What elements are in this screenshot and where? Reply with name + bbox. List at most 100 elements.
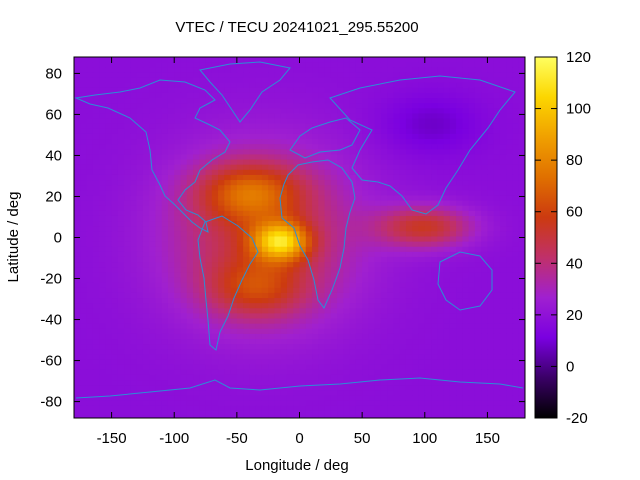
heatmap-cell [312,328,319,335]
heatmap-cell [74,303,81,309]
heatmap-cell [80,159,88,166]
heatmap-cell [405,226,413,232]
heatmap-cell [474,77,482,84]
heatmap-cell [305,308,313,314]
heatmap-cell [199,67,207,73]
heatmap-cell [512,128,520,135]
heatmap-cell [305,251,313,258]
heatmap-cell [305,215,313,222]
heatmap-cell [312,241,319,248]
heatmap-cell [443,292,451,299]
heatmap-cell [205,313,213,320]
heatmap-cell [274,180,282,186]
heatmap-cell [380,385,388,391]
heatmap-cell [86,149,94,156]
heatmap-cell [274,333,282,340]
heatmap-cell [174,154,182,161]
heatmap-cell [249,374,257,381]
heatmap-cell [412,113,420,120]
heatmap-cell [105,185,113,191]
heatmap-cell [274,92,282,99]
heatmap-cell [380,231,388,238]
heatmap-cell [399,287,407,294]
heatmap-cell [481,344,489,350]
heatmap-cell [474,92,482,99]
heatmap-cell [412,241,420,248]
heatmap-cell [180,390,188,397]
heatmap-cell [456,226,463,232]
heatmap-cell [218,57,225,63]
heatmap-cell [437,313,445,320]
heatmap-cell [293,98,301,104]
heatmap-cell [236,236,244,243]
heatmap-cell [355,108,363,115]
heatmap-cell [393,133,401,140]
heatmap-cell [312,98,319,104]
heatmap-cell [230,205,238,212]
heatmap-cell [368,374,376,381]
heatmap-cell [412,339,420,345]
heatmap-cell [117,241,125,248]
heatmap-cell [142,144,150,150]
heatmap-cell [92,77,100,84]
heatmap-cell [474,344,482,350]
heatmap-cell [405,108,413,115]
heatmap-cell [186,180,194,186]
heatmap-cell [418,313,426,320]
heatmap-cell [412,139,420,145]
heatmap-cell [274,108,282,115]
heatmap-cell [368,303,376,309]
heatmap-cell [393,339,401,345]
heatmap-cell [236,241,244,248]
heatmap-cell [205,118,213,125]
heatmap-cell [280,313,288,320]
heatmap-cell [243,123,250,130]
heatmap-cell [493,267,501,273]
heatmap-cell [387,231,395,238]
heatmap-cell [362,385,369,391]
heatmap-cell [393,390,401,397]
heatmap-cell [286,98,294,104]
heatmap-cell [111,103,119,109]
heatmap-cell [380,251,388,258]
heatmap-cell [474,246,482,253]
heatmap-cell [387,282,395,289]
heatmap-cell [80,139,88,145]
heatmap-cell [368,200,376,207]
heatmap-cell [117,282,125,289]
heatmap-cell [224,364,232,371]
heatmap-cell [412,308,420,314]
heatmap-cell [161,395,169,402]
heatmap-cell [312,103,319,109]
heatmap-cell [86,349,94,356]
heatmap-cell [293,292,301,299]
heatmap-cell [136,215,144,222]
heatmap-cell [499,195,507,202]
heatmap-cell [512,318,520,325]
heatmap-cell [149,323,157,330]
heatmap-cell [255,103,263,109]
heatmap-cell [305,133,313,140]
heatmap-cell [318,205,326,212]
heatmap-cell [249,62,257,68]
heatmap-cell [286,344,294,350]
heatmap-cell [449,400,457,407]
heatmap-cell [324,195,332,202]
heatmap-cell [330,390,338,397]
heatmap-cell [374,359,382,366]
heatmap-cell [362,339,369,345]
heatmap-cell [155,72,163,79]
heatmap-cell [518,210,525,217]
heatmap-cell [462,139,470,145]
heatmap-cell [124,92,131,99]
heatmap-cell [149,67,157,73]
heatmap-cell [312,82,319,89]
heatmap-cell [405,180,413,186]
heatmap-cell [224,180,232,186]
heatmap-cell [355,118,363,125]
heatmap-cell [205,318,213,325]
heatmap-cell [130,236,138,243]
heatmap-cell [324,133,332,140]
heatmap-cell [193,180,200,186]
heatmap-cell [318,400,326,407]
